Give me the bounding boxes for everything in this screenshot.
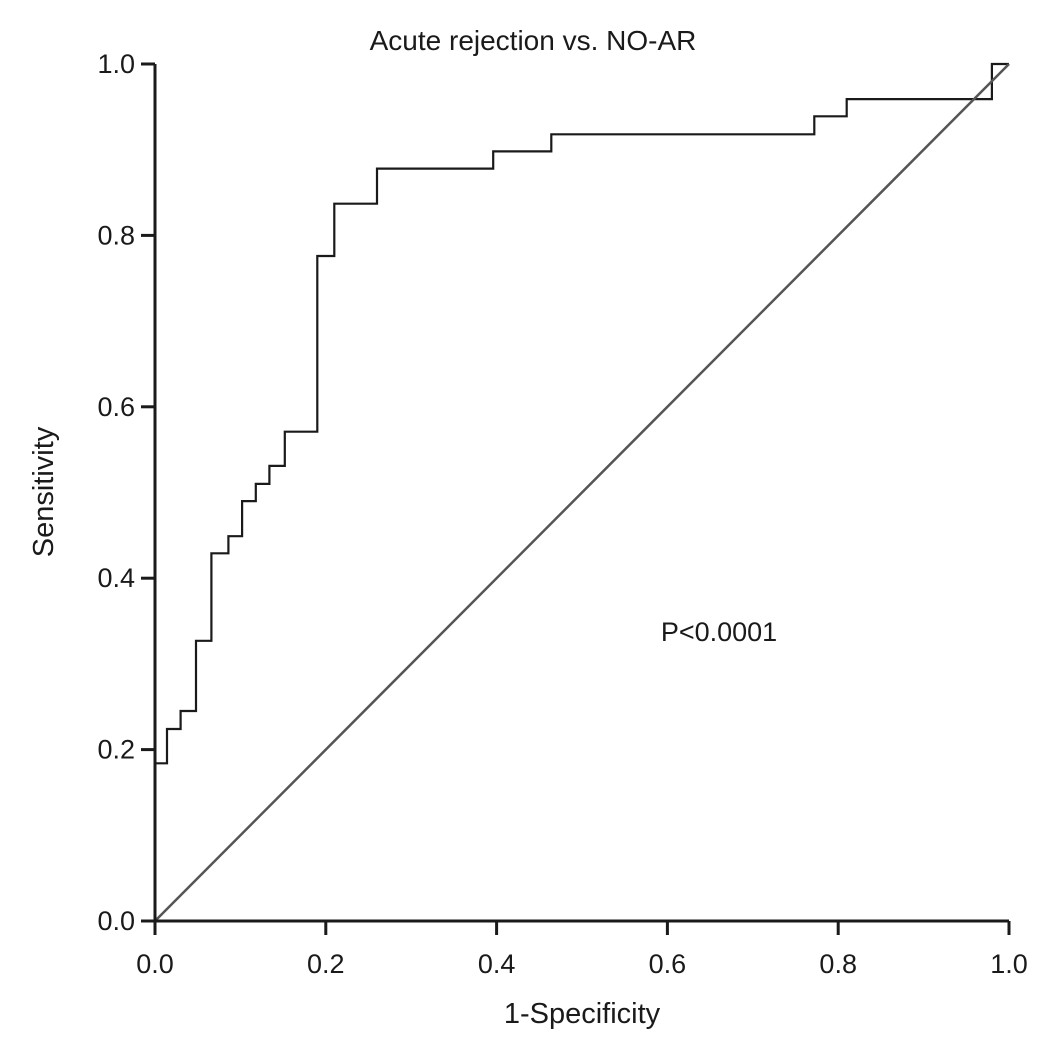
x-tick-label: 0.4: [478, 949, 516, 979]
y-tick-label: 1.0: [97, 49, 135, 79]
x-tick-label: 1.0: [990, 949, 1028, 979]
x-axis-title: 1-Specificity: [504, 998, 661, 1030]
y-axis-title: Sensitivity: [28, 426, 60, 557]
chart-title: Acute rejection vs. NO-AR: [370, 25, 697, 56]
roc-curve: [153, 62, 1009, 921]
plot-area: [153, 62, 1010, 922]
y-tick-label: 0.4: [97, 563, 135, 593]
y-tick-label: 0.8: [97, 220, 135, 250]
y-axis-ticks: 0.0 0.2 0.4 0.6 0.8 1.0: [97, 49, 155, 936]
p-value-annotation: P<0.0001: [661, 617, 777, 647]
x-axis-ticks: 0.0 0.2 0.4 0.6 0.8 1.0: [136, 921, 1028, 979]
reference-diagonal-line: [154, 63, 1010, 922]
x-tick-label: 0.2: [307, 949, 345, 979]
x-tick-label: 0.8: [819, 949, 857, 979]
x-tick-label: 0.6: [649, 949, 687, 979]
y-tick-label: 0.6: [97, 392, 135, 422]
x-tick-label: 0.0: [136, 949, 174, 979]
y-tick-label: 0.0: [97, 906, 135, 936]
y-tick-label: 0.2: [97, 735, 135, 765]
